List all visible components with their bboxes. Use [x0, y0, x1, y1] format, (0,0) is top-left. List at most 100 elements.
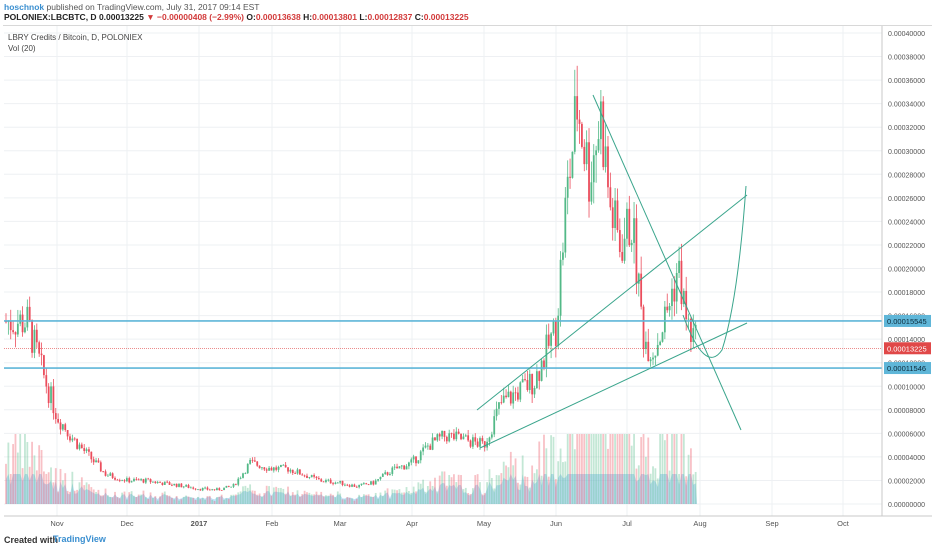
volume-bar: [28, 466, 31, 504]
candle-body: [590, 182, 593, 202]
low-value: 0.00012837: [367, 12, 413, 22]
volume-bar: [412, 486, 415, 504]
volume-bar: [578, 434, 581, 504]
candle-body: [386, 472, 389, 475]
candle-body: [438, 434, 441, 437]
candle-body: [604, 146, 607, 168]
volume-bar: [474, 475, 477, 504]
volume-bar: [434, 477, 436, 504]
price-tick-label: 0.00010000: [888, 384, 925, 391]
chart-frame[interactable]: [3, 25, 932, 528]
price-chart[interactable]: 0.00040000 0.00038000 0.00036000 0.00034000…: [0, 0, 932, 530]
volume-bar: [123, 491, 126, 504]
volume-bar: [336, 491, 339, 504]
candle-body: [128, 478, 131, 483]
volume-ma-area: [6, 474, 697, 504]
candle-body: [85, 449, 88, 452]
volume-bar: [488, 469, 491, 504]
candle-body: [592, 155, 595, 183]
last-price-tag: 0.00013225: [887, 344, 927, 353]
author-link[interactable]: hoschnok: [4, 2, 45, 12]
volume-bar: [9, 474, 12, 504]
volume-bar: [602, 434, 605, 504]
volume-bar: [308, 492, 311, 504]
volume-bar: [389, 498, 391, 504]
volume-bar: [197, 496, 199, 504]
volume-bar: [678, 473, 680, 504]
candle-body: [168, 482, 171, 485]
volume-bar: [227, 498, 230, 504]
candle-body: [498, 402, 500, 409]
candle-body: [317, 478, 320, 480]
candle-body: [405, 466, 408, 470]
volume-bar: [642, 434, 645, 504]
candle-body: [147, 478, 150, 480]
volume-bar: [645, 456, 647, 504]
candle-body: [372, 481, 375, 485]
candle-body: [630, 242, 633, 246]
candle-body: [199, 489, 202, 491]
projection-curve: [682, 185, 747, 358]
candle-body: [578, 119, 581, 124]
candle-body: [152, 481, 154, 483]
resistance-price-tag-bg: [884, 314, 931, 327]
time-tick-label: Oct: [837, 519, 850, 528]
candle-body: [654, 355, 657, 358]
candle-body: [374, 480, 377, 485]
candle-body: [40, 353, 43, 356]
volume-bar: [310, 494, 313, 504]
candle-body: [483, 441, 486, 448]
candle-body: [381, 474, 384, 477]
candle-body: [554, 321, 557, 346]
candle-body: [161, 482, 164, 485]
candle-body: [234, 483, 237, 485]
candle-body: [678, 260, 680, 273]
volume-bar: [287, 486, 289, 504]
volume-bar: [159, 496, 161, 504]
candle-body: [261, 467, 263, 469]
volume-bar: [524, 476, 526, 504]
candle-body: [607, 146, 609, 188]
tradingview-logo-icon[interactable]: TradingView: [53, 534, 106, 544]
candle-body: [412, 456, 415, 460]
time-tick-label: Jun: [550, 519, 562, 528]
volume-bar: [152, 498, 154, 504]
time-tick-label: Mar: [334, 519, 347, 528]
candle-body: [201, 488, 204, 491]
candle-body: [538, 371, 541, 381]
candle-body: [609, 187, 612, 208]
low-label: L:: [359, 12, 368, 22]
volume-bar: [604, 434, 607, 504]
volume-bar: [550, 435, 552, 504]
price-tick-label: 0.00038000: [888, 55, 925, 62]
candle-body: [445, 436, 448, 442]
candle-body: [346, 484, 349, 486]
volume-bar: [223, 499, 225, 504]
volume-bar: [455, 482, 458, 504]
volume-bar: [230, 494, 233, 504]
published-text: published on TradingView.com, July 31, 2…: [46, 2, 260, 12]
volume-bar: [253, 490, 256, 504]
candle-body: [45, 375, 48, 387]
candle-body: [239, 477, 242, 479]
candle-body: [246, 463, 249, 474]
candle-body: [107, 475, 109, 477]
volume-bar: [322, 496, 325, 504]
candle-body: [341, 480, 344, 486]
price-axis: 0.00040000 0.00038000 0.00036000 0.00034000…: [888, 31, 925, 509]
candle-body: [83, 448, 86, 452]
volume-bar: [277, 487, 280, 504]
volume-bar: [393, 489, 396, 504]
volume-bar: [505, 465, 507, 504]
volume-bar: [185, 495, 188, 504]
volume-bar: [270, 495, 273, 504]
candle-body: [471, 437, 474, 447]
volume-bar: [97, 489, 100, 504]
candle-body: [526, 380, 529, 390]
candle-body: [306, 475, 308, 478]
candle-body: [21, 314, 24, 333]
candle-body: [535, 371, 538, 389]
volume-bar: [441, 471, 443, 504]
volume-bar: [334, 497, 337, 504]
candle-body: [313, 475, 315, 477]
